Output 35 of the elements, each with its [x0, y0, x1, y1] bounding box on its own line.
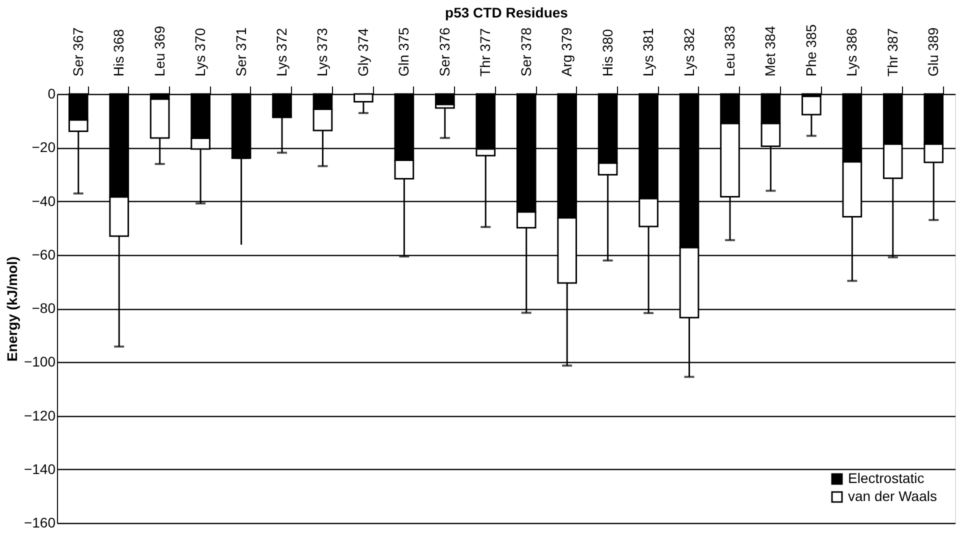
- y-tick-label: 0: [48, 86, 56, 102]
- y-tick-label: −40: [32, 192, 56, 209]
- x-tick-label: Gln 375: [396, 27, 412, 76]
- y-tick-label: −80: [32, 300, 56, 316]
- x-tick-label: Ser 376: [436, 27, 452, 76]
- x-axis-title: p53 CTD Residues: [445, 4, 568, 20]
- x-tick-label: Gly 374: [354, 28, 371, 76]
- x-tick-label: His 368: [110, 28, 127, 76]
- x-tick-label: Leu 369: [151, 26, 168, 76]
- x-tick-label: Thr 387: [884, 28, 900, 76]
- x-tick-label: Glu 389: [925, 27, 942, 76]
- x-tick-label: Lys 382: [680, 28, 697, 76]
- y-tick-label: −20: [32, 139, 56, 156]
- legend-label: Electrostatic: [848, 470, 924, 486]
- x-tick-label: Lys 381: [640, 28, 656, 76]
- x-tick-label: His 380: [599, 28, 616, 76]
- x-tick-label: Ser 367: [70, 27, 86, 76]
- y-axis-title: Energy (kJ/mol): [4, 256, 20, 362]
- x-tick-label: Ser 371: [232, 27, 249, 76]
- x-tick-label: Lys 370: [192, 28, 208, 76]
- y-tick-label: −140: [24, 460, 56, 477]
- x-tick-label: Phe 385: [802, 24, 819, 76]
- x-tick-label: Thr 377: [477, 28, 494, 76]
- x-tick-label: Leu 383: [721, 26, 738, 76]
- legend-label: van der Waals: [848, 488, 937, 504]
- x-tick-label: Arg 379: [558, 27, 575, 76]
- x-tick-label: Lys 373: [314, 28, 330, 76]
- x-tick-label: Met 384: [762, 26, 778, 76]
- y-tick-label: −60: [32, 246, 56, 262]
- x-tick-label: Lys 386: [844, 28, 860, 76]
- y-tick-label: −160: [24, 514, 56, 530]
- x-tick-label: Lys 372: [274, 28, 290, 76]
- y-tick-label: −100: [24, 354, 56, 370]
- x-tick-label: Ser 378: [518, 27, 534, 76]
- y-tick-label: −120: [24, 407, 56, 424]
